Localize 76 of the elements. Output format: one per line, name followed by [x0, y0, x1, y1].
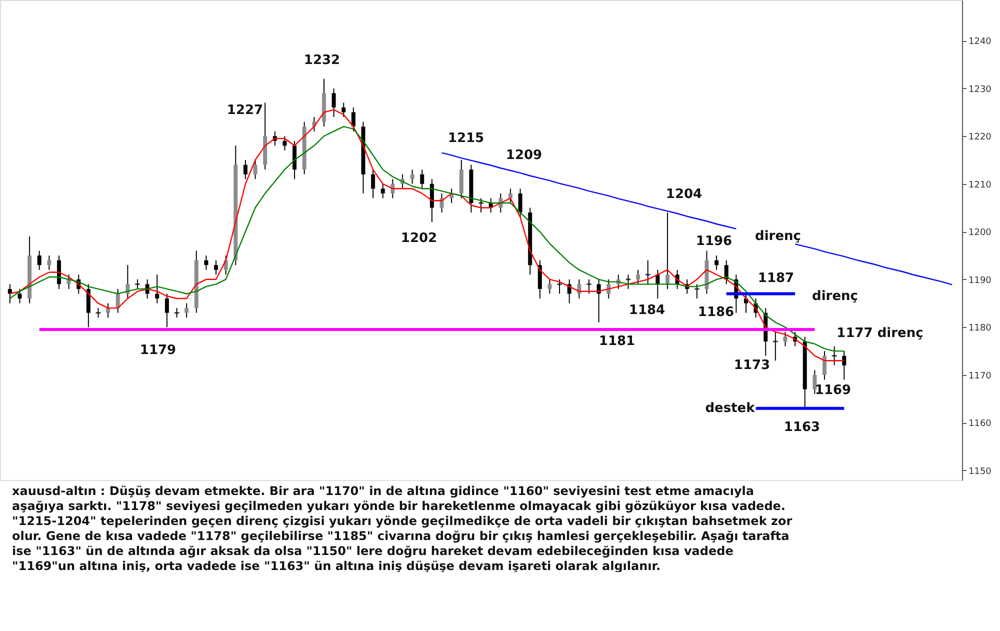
candlestick: [440, 192, 444, 214]
candlestick: [351, 106, 356, 132]
annotation: 1173: [734, 358, 770, 373]
candlestick: [508, 188, 512, 204]
candlestick: [478, 198, 484, 214]
y-tick-label: 1210: [968, 180, 992, 190]
candlestick: [332, 88, 336, 118]
candlestick: [832, 346, 837, 366]
candlestick: [548, 278, 552, 294]
y-tick-label: 1150: [968, 466, 992, 477]
candlestick: [694, 284, 700, 300]
annotation: 1232: [304, 53, 340, 68]
candlestick: [18, 288, 22, 304]
candlestick: [822, 350, 827, 380]
candlestick: [665, 212, 670, 290]
candlestick: [174, 308, 180, 318]
candlestick: [164, 293, 169, 328]
annotation: 1163: [784, 420, 820, 435]
y-tick-label: 1230: [968, 84, 992, 95]
y-tick-label: 1170: [968, 371, 992, 382]
candlestick: [47, 255, 52, 270]
candlestick: [243, 160, 248, 180]
candlestick: [214, 260, 218, 276]
y-tick-label: 1190: [968, 276, 992, 286]
candlestick: [430, 178, 434, 223]
annotation: 1202: [400, 231, 438, 246]
candlestick: [410, 169, 414, 184]
y-tick-label: 1220: [968, 132, 992, 143]
candlestick: [772, 331, 778, 362]
annotation: destek: [705, 401, 756, 416]
annotation: 1204: [666, 187, 702, 202]
candlestick: [557, 278, 562, 294]
candlestick: [371, 169, 376, 199]
candlestick: [96, 308, 101, 318]
annotation: direnç: [755, 229, 801, 244]
candlestick: [645, 260, 650, 285]
candlestick: [420, 169, 424, 190]
candlestick: [342, 102, 346, 118]
y-tick-label: 1240: [968, 37, 992, 48]
annotation: 1196: [696, 234, 732, 249]
candlestick: [538, 260, 542, 300]
candlestick: [518, 188, 522, 218]
candlestick: [116, 288, 120, 314]
annotation: 1177 direnç: [836, 326, 924, 341]
candlestick: [714, 255, 719, 270]
annotation: direnç: [812, 289, 858, 304]
candlestick: [134, 278, 140, 290]
annotation: 1184: [628, 303, 666, 318]
candlestick: [812, 370, 817, 395]
annotation: 1215: [448, 131, 484, 146]
y-tick-label: 1180: [968, 324, 992, 334]
candlestick: [155, 274, 160, 304]
candlestick: [783, 331, 788, 347]
candlestick: [292, 140, 297, 180]
annotation: 1186: [698, 305, 734, 320]
candlestick: [459, 160, 464, 199]
annotation: 1169: [814, 383, 852, 398]
candlestick: [86, 284, 90, 328]
candlestick: [842, 350, 846, 380]
candlestick: [626, 274, 631, 290]
candlestick: [184, 302, 189, 318]
candlestick: [586, 278, 592, 294]
candlestick: [106, 302, 110, 318]
candlestick: [282, 136, 287, 151]
annotation: 1179: [140, 343, 176, 358]
annotation: 1209: [506, 148, 542, 163]
y-tick-label: 1160: [968, 419, 992, 430]
annotation: 1181: [598, 334, 636, 349]
candlestick: [380, 183, 385, 199]
y-tick-label: 1200: [968, 228, 992, 238]
candlestick: [636, 269, 640, 285]
candlestick: [204, 255, 208, 270]
candlestick: [253, 160, 258, 180]
annotation: 1187: [758, 271, 794, 286]
annotation: 1227: [226, 103, 264, 118]
candlestick: [37, 250, 42, 270]
